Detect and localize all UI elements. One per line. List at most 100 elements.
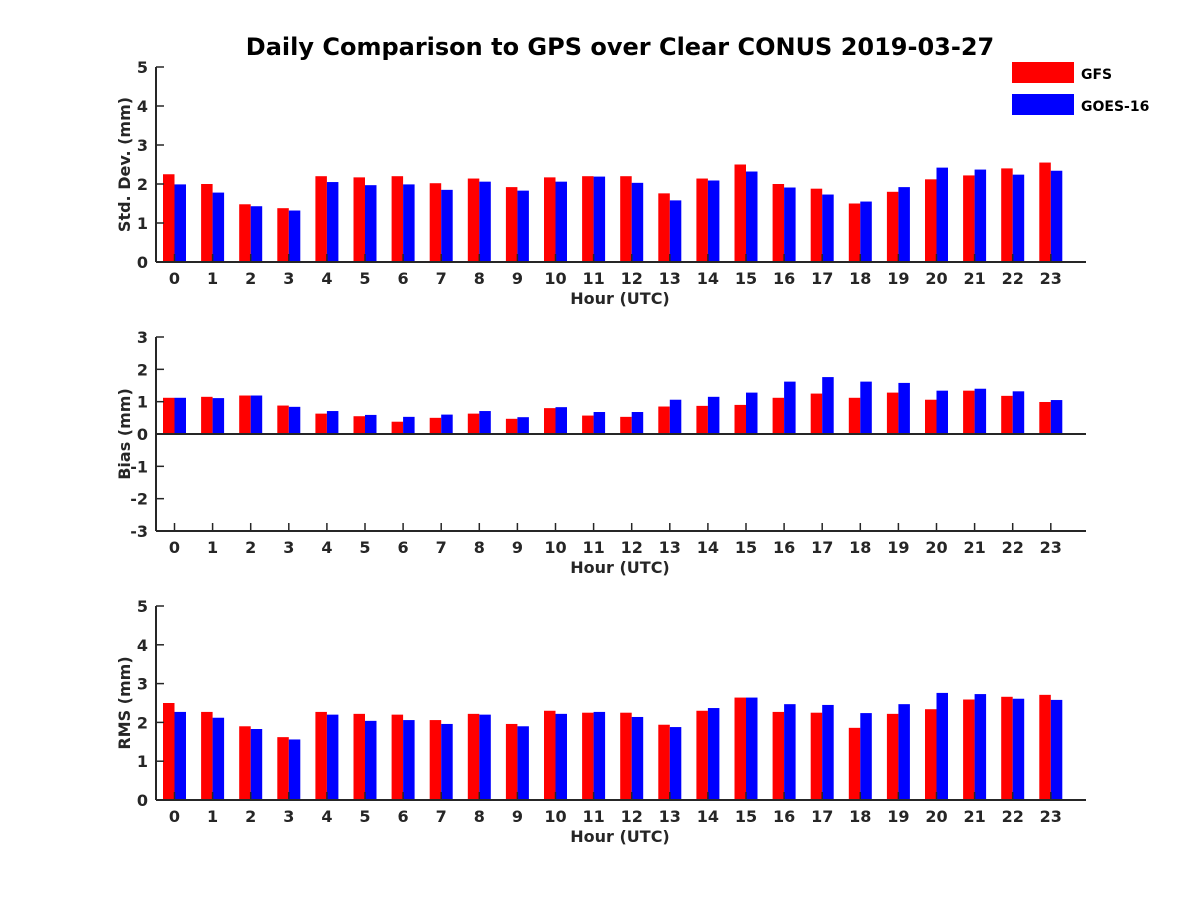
std-bar-goes16-16 xyxy=(784,187,796,262)
bias-bar-goes16-1 xyxy=(212,398,225,434)
rms-x-tick-label: 13 xyxy=(659,807,681,826)
std-x-tick-label: 18 xyxy=(849,269,871,288)
std-x-tick-label: 5 xyxy=(359,269,370,288)
std-bar-gfs-20 xyxy=(925,179,937,262)
bias-x-tick-label: 16 xyxy=(773,538,795,557)
bias-x-tick-label: 6 xyxy=(398,538,409,557)
std-bar-gfs-9 xyxy=(505,187,518,262)
bias-x-tick-label: 22 xyxy=(1002,538,1024,557)
rms-bar-gfs-3 xyxy=(277,737,289,800)
rms-y-tick-label: 0 xyxy=(137,791,148,810)
rms-bar-gfs-6 xyxy=(391,714,404,800)
bias-bar-gfs-22 xyxy=(1001,395,1013,434)
bias-x-tick-label: 3 xyxy=(283,538,294,557)
bias-x-tick-label: 9 xyxy=(512,538,523,557)
std-bar-goes16-23 xyxy=(1050,170,1063,262)
rms-bar-gfs-5 xyxy=(353,713,365,800)
std-x-tick-label: 19 xyxy=(887,269,909,288)
rms-bar-gfs-22 xyxy=(1001,696,1013,800)
std-x-tick-label: 1 xyxy=(207,269,218,288)
std-x-tick-label: 8 xyxy=(474,269,485,288)
std-bar-gfs-10 xyxy=(544,177,556,262)
bias-bar-gfs-8 xyxy=(467,413,480,434)
rms-bar-goes16-10 xyxy=(555,713,567,800)
std-bar-gfs-13 xyxy=(658,193,670,262)
bias-x-axis-label: Hour (UTC) xyxy=(570,558,670,577)
std-bar-goes16-19 xyxy=(898,187,910,262)
bias-x-tick-label: 12 xyxy=(621,538,643,557)
bias-bar-goes16-18 xyxy=(860,381,872,434)
std-x-tick-label: 17 xyxy=(811,269,833,288)
rms-x-tick-label: 19 xyxy=(887,807,909,826)
bias-x-tick-label: 4 xyxy=(321,538,332,557)
std-x-tick-label: 9 xyxy=(512,269,523,288)
bias-bar-goes16-8 xyxy=(479,411,491,434)
bias-x-tick-label: 20 xyxy=(925,538,947,557)
std-bar-goes16-3 xyxy=(288,210,301,262)
rms-bar-goes16-22 xyxy=(1012,698,1025,800)
rms-x-tick-label: 18 xyxy=(849,807,871,826)
legend-goes16-swatch xyxy=(1012,94,1074,115)
std-x-tick-label: 10 xyxy=(544,269,566,288)
bias-bar-gfs-15 xyxy=(734,404,746,434)
rms-bar-gfs-4 xyxy=(315,711,327,800)
legend-gfs-swatch xyxy=(1012,62,1074,83)
bias-x-tick-label: 15 xyxy=(735,538,757,557)
std-y-tick-label: 4 xyxy=(137,97,148,116)
rms-bar-gfs-2 xyxy=(239,726,251,800)
bias-bar-goes16-9 xyxy=(517,417,529,434)
std-bar-goes16-15 xyxy=(746,171,758,262)
bias-bar-gfs-3 xyxy=(277,405,289,434)
rms-bar-goes16-8 xyxy=(479,714,491,800)
std-bar-gfs-12 xyxy=(620,176,632,262)
std-bar-gfs-22 xyxy=(1001,168,1013,262)
rms-bar-gfs-10 xyxy=(544,710,556,800)
std-bar-gfs-18 xyxy=(848,203,861,262)
bias-bar-gfs-18 xyxy=(848,397,861,434)
rms-bar-gfs-21 xyxy=(963,699,975,800)
rms-y-tick-label: 5 xyxy=(137,597,148,616)
bias-bar-gfs-9 xyxy=(505,418,518,434)
bias-y-tick-label: -3 xyxy=(130,522,148,541)
rms-bar-goes16-12 xyxy=(631,716,644,800)
rms-bar-goes16-21 xyxy=(974,694,987,800)
rms-bar-gfs-1 xyxy=(201,711,213,800)
rms-x-tick-label: 14 xyxy=(697,807,719,826)
rms-bar-gfs-7 xyxy=(429,720,442,800)
std-bar-goes16-21 xyxy=(974,169,987,262)
bias-y-tick-label: 0 xyxy=(137,425,148,444)
std-bar-gfs-5 xyxy=(353,177,365,262)
bias-bar-gfs-1 xyxy=(201,396,213,434)
rms-x-tick-label: 0 xyxy=(169,807,180,826)
std-bar-gfs-16 xyxy=(772,184,785,262)
rms-bar-gfs-19 xyxy=(886,713,899,800)
rms-bar-goes16-5 xyxy=(365,720,377,800)
bias-bar-goes16-6 xyxy=(403,416,415,434)
rms-x-tick-label: 3 xyxy=(283,807,294,826)
rms-bar-goes16-23 xyxy=(1050,699,1063,800)
bias-bar-goes16-20 xyxy=(936,390,948,434)
bias-bar-goes16-14 xyxy=(707,396,720,434)
rms-x-tick-label: 4 xyxy=(321,807,332,826)
std-bar-goes16-14 xyxy=(707,180,720,262)
rms-x-tick-label: 10 xyxy=(544,807,566,826)
std-bar-gfs-8 xyxy=(467,178,480,262)
bias-x-tick-label: 17 xyxy=(811,538,833,557)
std-bar-goes16-22 xyxy=(1012,174,1025,262)
rms-bar-gfs-23 xyxy=(1039,694,1051,800)
std-bar-gfs-7 xyxy=(429,183,442,262)
bias-bar-goes16-2 xyxy=(250,395,263,434)
bias-x-tick-label: 13 xyxy=(659,538,681,557)
rms-x-tick-label: 7 xyxy=(436,807,447,826)
rms-bar-goes16-2 xyxy=(250,729,263,800)
rms-bar-gfs-12 xyxy=(620,712,632,800)
bias-x-tick-label: 2 xyxy=(245,538,256,557)
rms-bar-goes16-13 xyxy=(669,727,682,800)
rms-y-tick-label: 1 xyxy=(137,752,148,771)
rms-x-tick-label: 1 xyxy=(207,807,218,826)
rms-bar-gfs-0 xyxy=(163,703,175,800)
std-x-tick-label: 11 xyxy=(582,269,604,288)
rms-bar-goes16-6 xyxy=(403,720,415,800)
bias-bar-goes16-10 xyxy=(555,407,567,434)
